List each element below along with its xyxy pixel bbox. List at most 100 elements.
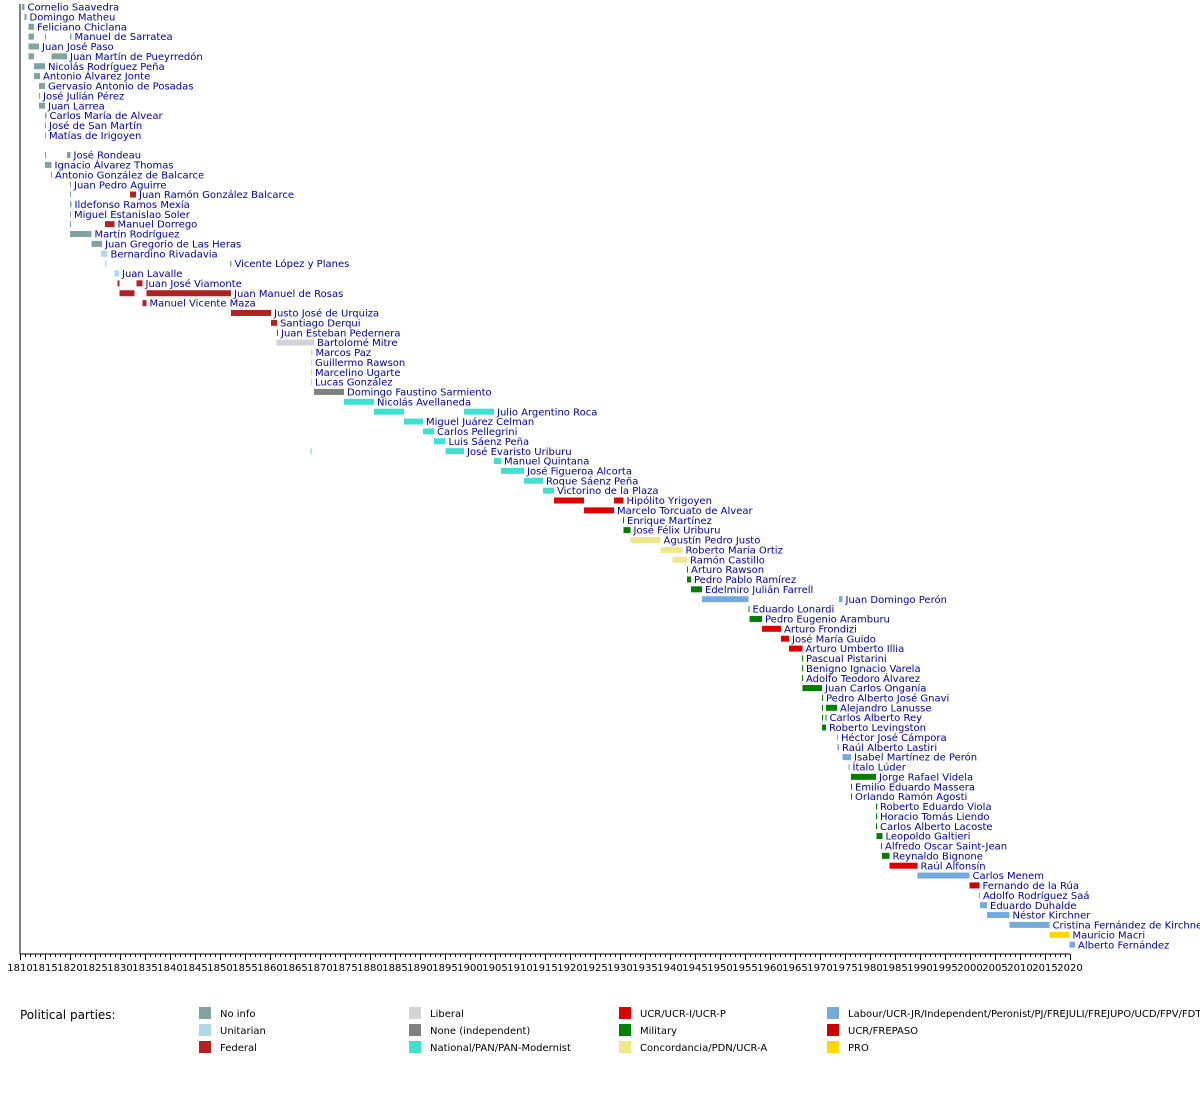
term-bar [114,270,119,277]
legend-label-noinfo: No info [220,1009,256,1020]
president-name-label: Isabel Martínez de Perón [854,752,977,764]
president-name-label: Arturo Frondizi [784,624,857,635]
term-bar [614,497,624,504]
president-name-label: Domingo Faustino Sarmiento [347,388,492,399]
x-tick-label: 1885 [382,963,407,974]
term-bar [762,625,781,632]
president-name-label: Antonio Álvarez Jonte [43,70,150,83]
president-name-label: José Félix Uriburu [633,525,721,537]
term-bar [344,398,374,405]
x-tick-label: 1860 [257,963,282,974]
x-tick-label: 1955 [732,963,757,974]
legend-swatch-federal [199,1041,211,1053]
term-bar [524,477,543,484]
x-tick-label: 1995 [932,963,957,974]
president-name-label: Pascual Pistarini [806,654,887,665]
president-name-label: Eduardo Lonardi [753,605,835,616]
term-bar [876,823,877,830]
president-name-label: Mauricio Macri [1073,930,1146,941]
term-bar [584,507,614,514]
term-bar [691,586,702,593]
president-name-label: Roberto María Ortiz [686,544,783,556]
president-name-label: Cristina Fernández de Kirchner [1053,920,1200,932]
x-tick-label: 1895 [432,963,457,974]
president-name-label: Juan Manuel de Rosas [233,289,343,300]
x-tick-label: 1975 [832,963,857,974]
x-tick-label: 1875 [332,963,357,974]
term-bar [28,33,34,40]
president-name-label: Adolfo Teodoro Álvarez [806,672,920,685]
president-name-label: Marcelo Torcuato de Alvear [617,506,753,517]
term-bar [105,260,107,267]
x-tick-label: 1945 [682,963,707,974]
term-bar [687,576,691,583]
term-bar [748,606,750,613]
president-name-label: Roberto Eduardo Viola [880,802,992,813]
president-name-label: Fernando de la Rúa [983,880,1079,892]
term-bar [837,744,839,751]
term-bar [136,280,143,287]
president-name-label: Horacio Tomás Liendo [880,811,990,823]
term-bar [839,596,843,603]
president-name-label: Victorino de la Plaza [557,486,659,497]
president-name-label: Gervasio Antonio de Posadas [48,82,193,93]
term-bar [70,221,71,228]
president-name-label: Pedro Alberto José Gnavi [826,693,949,705]
president-name-label: Juan Gregorio de Las Heras [104,239,241,250]
x-tick-label: 1870 [307,963,332,974]
term-bar [851,783,852,790]
term-bar [70,231,92,238]
president-name-label: José Evaristo Uriburu [466,446,572,458]
x-tick-label: 1810 [7,963,32,974]
legend-label-concordancia: Concordancia/PDN/UCR-A [640,1043,767,1054]
term-bar [660,546,683,553]
x-tick-label: 1925 [582,963,607,974]
term-bar [22,4,25,10]
president-name-label: Alberto Fernández [1078,939,1169,951]
x-tick-label: 1920 [557,963,582,974]
term-bar [45,112,47,119]
term-bar [543,487,554,494]
term-bar [45,132,46,139]
president-name-label: Raúl Alberto Lastiri [842,742,937,754]
term-bar [276,339,314,346]
x-tick-label: 1970 [807,963,832,974]
x-tick-label: 1855 [232,963,257,974]
term-bar [45,122,46,129]
president-name-label: Agustín Pedro Justo [664,535,761,547]
term-bar [130,191,136,198]
president-name-label: Bartolomé Mitre [317,337,397,349]
president-name-label: Jorge Rafael Videla [878,772,973,783]
x-tick-label: 1880 [357,963,382,974]
president-name-label: Santiago Derqui [280,318,361,329]
term-bar [310,448,312,455]
term-bar [789,645,803,652]
president-name-label: Luis Sáenz Peña [449,436,530,448]
term-bar [142,300,147,307]
x-tick-label: 1985 [882,963,907,974]
x-tick-label: 1960 [757,963,782,974]
term-bar [28,43,39,50]
term-bar [889,862,918,869]
term-bar [67,152,71,159]
president-name-label: Néstor Kirchner [1013,910,1092,922]
legend-label-unitarian: Unitarian [220,1026,266,1037]
legend-label-national: National/PAN/PAN-Modernist [430,1043,571,1054]
term-bar [802,655,803,662]
term-bar [837,734,838,741]
legend-label-independent: None (independent) [430,1026,530,1037]
president-name-label: Juan José Paso [41,41,114,53]
president-name-label: Orlando Ramón Agosti [855,791,967,803]
president-name-label: Martín Rodríguez [95,229,180,241]
term-bar [848,763,850,770]
president-name-label: Julio Argentino Roca [496,407,597,418]
president-name-label: Manuel de Sarratea [75,32,173,43]
x-tick-label: 1965 [782,963,807,974]
president-name-label: Edelmiro Julián Farrell [705,584,813,596]
president-name-label: Domingo Matheu [30,12,116,23]
x-tick-label: 1825 [82,963,107,974]
x-tick-label: 1940 [657,963,682,974]
term-bar [876,813,877,820]
legend-swatch-noinfo [199,1007,211,1019]
president-name-label: Juan Larrea [47,101,105,112]
